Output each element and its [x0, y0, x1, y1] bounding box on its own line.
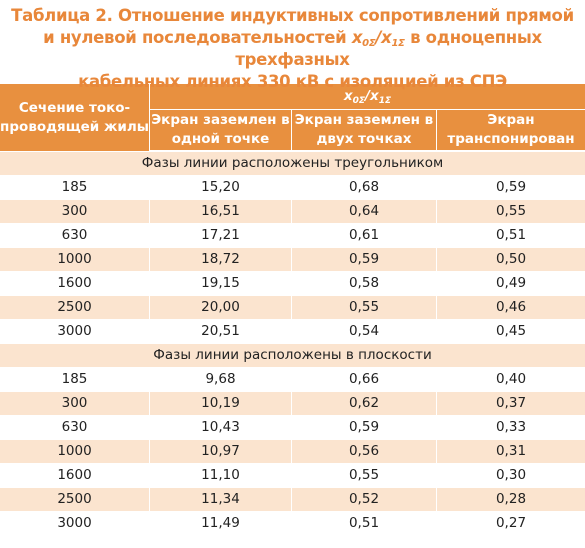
- table-cell: 300: [0, 199, 150, 223]
- table-row: 1600 19,15 0,58 0,49: [0, 271, 585, 295]
- section-triangle-title: Фазы линии расположены треугольником: [0, 151, 585, 175]
- caption-x1-sub: 1Σ: [391, 38, 405, 49]
- header-col-one-point: Экран заземлен в одной точке: [150, 110, 292, 151]
- table-cell: 9,68: [150, 367, 292, 391]
- table-cell: 0,61: [292, 223, 437, 247]
- table-row: 3000 11,49 0,51 0,27: [0, 511, 585, 535]
- table-cell: 0,68: [292, 175, 437, 199]
- table-cell: 0,66: [292, 367, 437, 391]
- caption-line-2-start: и нулевой последовательностей: [43, 28, 352, 47]
- header-row-2: Экран заземлен в одной точке Экран зазем…: [0, 110, 585, 151]
- table-row: 1000 10,97 0,56 0,31: [0, 439, 585, 463]
- ratio-x0: x: [343, 88, 353, 104]
- table-cell: 300: [0, 391, 150, 415]
- table-cell: 10,43: [150, 415, 292, 439]
- table-cell: 0,58: [292, 271, 437, 295]
- table-cell: 0,31: [437, 439, 585, 463]
- header-col-transposed: Экран транспонирован: [437, 110, 585, 151]
- ratio-x1-sub: 1Σ: [378, 96, 392, 106]
- table-cell: 0,30: [437, 463, 585, 487]
- table-row: 630 10,43 0,59 0,33: [0, 415, 585, 439]
- table-cell: 2500: [0, 295, 150, 319]
- caption-line-2: и нулевой последовательностей x0Σ/x1Σ в …: [0, 27, 585, 71]
- caption-slash: /: [375, 28, 382, 47]
- header-col-two-points: Экран заземлен в двух точках: [292, 110, 437, 151]
- ratio-slash: /: [365, 88, 370, 104]
- table-row: 300 10,19 0,62 0,37: [0, 391, 585, 415]
- table-cell: 0,51: [437, 223, 585, 247]
- table-cell: 0,37: [437, 391, 585, 415]
- table-cell: 19,15: [150, 271, 292, 295]
- table-cell: 3000: [0, 511, 150, 535]
- table-cell: 630: [0, 223, 150, 247]
- table-body: Фазы линии расположены треугольником 185 1…: [0, 151, 585, 535]
- caption-line-2-end: в одноцепных трехфазных: [235, 28, 542, 69]
- table-cell: 1600: [0, 463, 150, 487]
- table-cell: 16,51: [150, 199, 292, 223]
- table-cell: 11,10: [150, 463, 292, 487]
- table-cell: 0,55: [292, 463, 437, 487]
- table-cell: 2500: [0, 487, 150, 511]
- table-cell: 1000: [0, 247, 150, 271]
- table-row: 300 16,51 0,64 0,55: [0, 199, 585, 223]
- caption-line-3: кабельных линиях 330 кВ с изоляцией из С…: [78, 72, 507, 91]
- table-cell: 0,51: [292, 511, 437, 535]
- table-cell: 20,00: [150, 295, 292, 319]
- table-cell: 1600: [0, 271, 150, 295]
- ratio-x0-sub: 0Σ: [352, 96, 366, 106]
- table-cell: 0,64: [292, 199, 437, 223]
- table-cell: 0,59: [437, 175, 585, 199]
- table-cell: 0,62: [292, 391, 437, 415]
- table-cell: 17,21: [150, 223, 292, 247]
- table-cell: 0,52: [292, 487, 437, 511]
- table-row: 1600 11,10 0,55 0,30: [0, 463, 585, 487]
- table-cell: 185: [0, 367, 150, 391]
- table-cell: 11,49: [150, 511, 292, 535]
- table-cell: 0,59: [292, 247, 437, 271]
- table-cell: 0,46: [437, 295, 585, 319]
- table-cell: 10,19: [150, 391, 292, 415]
- section-triangle-heading-row: Фазы линии расположены треугольником: [0, 151, 585, 175]
- header-stub: Сечение токо-проводящей жилы: [0, 84, 150, 151]
- table-row: 630 17,21 0,61 0,51: [0, 223, 585, 247]
- table-row: 3000 20,51 0,54 0,45: [0, 319, 585, 343]
- table-cell: 630: [0, 415, 150, 439]
- table-cell: 0,54: [292, 319, 437, 343]
- table-cell: 1000: [0, 439, 150, 463]
- caption-x1: x: [381, 28, 392, 47]
- table-row: 2500 20,00 0,55 0,46: [0, 295, 585, 319]
- table-cell: 0,55: [437, 199, 585, 223]
- table-cell: 0,56: [292, 439, 437, 463]
- data-table: Сечение токо-проводящей жилы x0Σ/x1Σ Экр…: [0, 84, 585, 535]
- table-cell: 0,33: [437, 415, 585, 439]
- ratio-x1: x: [369, 88, 379, 104]
- header-ratio: x0Σ/x1Σ: [150, 84, 585, 110]
- table-caption: Таблица 2. Отношение индуктивных сопроти…: [0, 0, 585, 91]
- table-cell: 0,59: [292, 415, 437, 439]
- section-plane-title: Фазы линии расположены в плоскости: [0, 343, 585, 367]
- table-cell: 0,40: [437, 367, 585, 391]
- section-plane-heading-row: Фазы линии расположены в плоскости: [0, 343, 585, 367]
- caption-x0-sub: 0Σ: [362, 38, 376, 49]
- table-row: 2500 11,34 0,52 0,28: [0, 487, 585, 511]
- table-cell: 15,20: [150, 175, 292, 199]
- table-row: 1000 18,72 0,59 0,50: [0, 247, 585, 271]
- caption-x0: x: [351, 28, 363, 47]
- table-cell: 18,72: [150, 247, 292, 271]
- table-cell: 185: [0, 175, 150, 199]
- table-cell: 11,34: [150, 487, 292, 511]
- table-cell: 0,28: [437, 487, 585, 511]
- caption-line-1: Таблица 2. Отношение индуктивных сопроти…: [11, 6, 574, 25]
- table-cell: 0,55: [292, 295, 437, 319]
- header-row-1: Сечение токо-проводящей жилы x0Σ/x1Σ: [0, 84, 585, 151]
- table-cell: 0,50: [437, 247, 585, 271]
- table-cell: 3000: [0, 319, 150, 343]
- table-row: 185 9,68 0,66 0,40: [0, 367, 585, 391]
- table-cell: 0,45: [437, 319, 585, 343]
- table-cell: 10,97: [150, 439, 292, 463]
- table-row: 185 15,20 0,68 0,59: [0, 175, 585, 199]
- table-cell: 0,27: [437, 511, 585, 535]
- table-cell: 20,51: [150, 319, 292, 343]
- table-cell: 0,49: [437, 271, 585, 295]
